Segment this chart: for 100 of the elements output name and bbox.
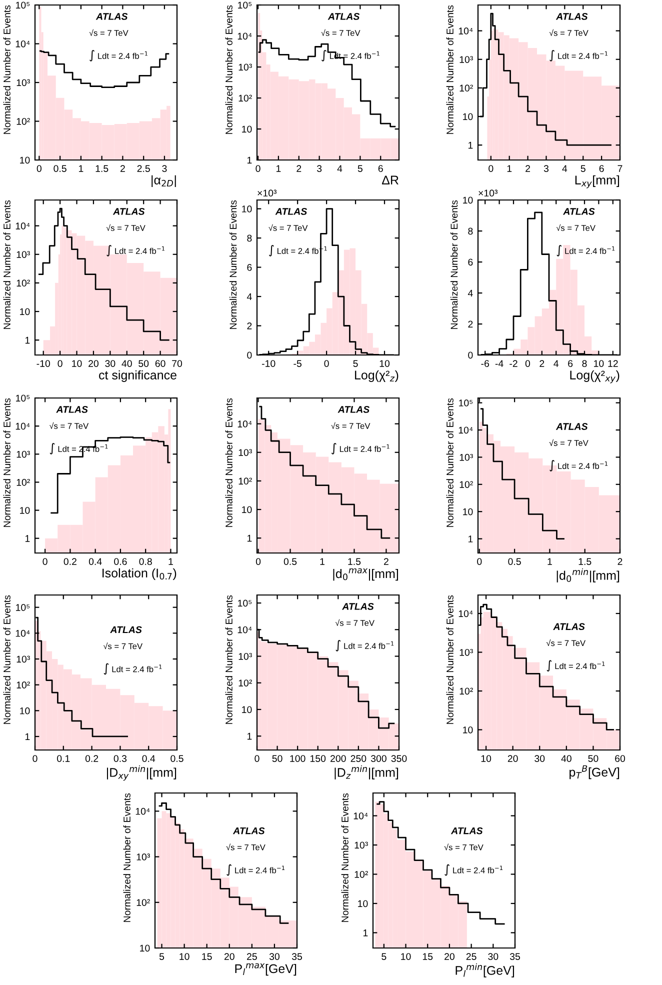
x-tick-label: 15 — [202, 953, 212, 960]
y-axis-title: Normalized Number of Events — [123, 793, 130, 922]
x-tick-label: 1 — [78, 165, 84, 172]
annotation: ATLAS — [110, 626, 142, 634]
y-tick-label: 10³ — [354, 842, 368, 849]
y-tick-label: 10 — [463, 726, 473, 734]
y-tick-label: 10³ — [16, 79, 30, 86]
y-axis-title: Normalized Number of Events — [446, 5, 454, 134]
x-axis-title: ct significance — [99, 370, 176, 382]
y-tick-label: 1 — [468, 142, 473, 149]
x-tick-label: 2 — [540, 360, 544, 367]
y-tick-label: 10 — [140, 944, 150, 952]
x-tick-label: 40 — [561, 755, 572, 762]
x-tick-label: 2 — [384, 558, 388, 565]
y-tick-label: 10⁴ — [16, 630, 30, 637]
x-tick-label: 0 — [488, 165, 494, 172]
x-tick-label: 60 — [615, 755, 626, 762]
x-tick-label: 20 — [88, 360, 98, 367]
x-tick-label: 0 — [42, 558, 48, 565]
annotation: ATLAS — [232, 827, 265, 834]
y-tick-label: 10⁵ — [16, 604, 30, 611]
x-tick-label: 0.5 — [284, 558, 297, 565]
x-tick-label: 50 — [138, 360, 149, 367]
annotation: √s = 7 TeV — [103, 642, 143, 650]
x-axis-title: |D$_{xy}$$^{min}$|[mm] — [106, 765, 176, 781]
y-tick-label: 10⁴ — [458, 28, 473, 34]
y-tick-label: 10⁴ — [136, 808, 150, 815]
annotation: √s = 7 TeV — [106, 224, 146, 231]
y-axis-title: Normalized Number of Events — [450, 200, 458, 329]
y-tick-label: 10⁵ — [16, 394, 30, 402]
y-tick-label: 10⁴ — [16, 222, 30, 230]
x-tick-label: 100 — [290, 755, 306, 762]
x-tick-label: 3 — [162, 165, 167, 172]
y-tick-label: 10⁴ — [458, 610, 473, 618]
y-tick-label: 2 — [468, 320, 473, 328]
y-tick-label: 10⁵ — [238, 2, 252, 9]
x-tick-label: -10 — [262, 360, 276, 367]
x-tick-label: 10 — [380, 360, 390, 367]
x-tick-label: 10 — [72, 360, 82, 367]
x-tick-label: 6 — [378, 165, 383, 172]
x-tick-label: 50 — [588, 755, 598, 762]
y-tick-label: 10 — [463, 196, 473, 204]
y-axis-title: Normalized Number of Events — [3, 5, 10, 134]
x-tick-label: -4 — [495, 360, 504, 367]
y-axis-title: Normalized Number of Events — [446, 398, 454, 527]
y-tick-label: 10² — [16, 682, 30, 688]
x-tick-label: 15 — [422, 953, 433, 960]
y-tick-label: 10³ — [136, 854, 150, 860]
y-axis-title: Normalized Number of Events — [446, 595, 454, 724]
x-axis-title: |d$_{0}$$^{min}$|[mm] — [556, 568, 620, 582]
y-tick-label: 10³ — [238, 449, 252, 456]
y-tick-label: 6 — [247, 264, 252, 271]
y-tick-label: 1 — [247, 732, 252, 740]
x-tick-label: 0 — [256, 165, 260, 172]
annotation: √s = 7 TeV — [268, 224, 308, 231]
annotation: ATLAS — [275, 208, 308, 215]
x-tick-label: -10 — [36, 360, 50, 367]
x-tick-label: 0 — [36, 165, 42, 172]
y-tick-label: 2 — [247, 322, 252, 330]
y-tick-label: 10³ — [460, 56, 473, 63]
x-tick-label: 1.5 — [96, 165, 108, 172]
x-tick-label: 10 — [401, 953, 411, 960]
x-tick-label: 12 — [608, 360, 618, 367]
y-tick-label: 10³ — [460, 454, 473, 461]
y-tick-label: 1 — [247, 156, 252, 164]
y-tick-label: 10⁵ — [459, 400, 473, 406]
x-tick-label: 0.5 — [54, 165, 66, 172]
x-axis-title: Log(χ²$_{z}$) — [355, 370, 398, 382]
x-tick-label: 35 — [292, 953, 302, 960]
annotation: ∫ Ldt = 2.4 fb$^{−1}$ — [336, 640, 394, 652]
annotation: ATLAS — [450, 827, 483, 834]
x-tick-label: 25 — [466, 953, 476, 960]
y-tick-label: 10² — [136, 899, 150, 906]
annotation: ATLAS — [56, 406, 88, 413]
y-tick-label: 10² — [238, 478, 252, 485]
x-tick-label: 4 — [337, 165, 342, 172]
y-tick-label: 10⁵ — [238, 600, 252, 607]
y-tick-label: 10² — [16, 478, 30, 486]
y-tick-label: 0 — [247, 352, 252, 359]
x-tick-label: 10 — [180, 953, 190, 960]
x-tick-label: 250 — [350, 755, 366, 762]
x-tick-label: 1 — [276, 165, 281, 172]
y-tick-label: 10 — [242, 506, 252, 514]
y-tick-label: 0 — [468, 352, 473, 359]
annotation: √s = 7 TeV — [335, 619, 374, 626]
x-tick-label: 40 — [122, 360, 132, 367]
y-tick-label: 10³ — [238, 652, 252, 660]
x-tick-label: 20 — [444, 953, 454, 960]
x-tick-label: 0.6 — [114, 558, 127, 565]
x-tick-label: 0 — [58, 360, 62, 367]
y-tick-label: 10⁴ — [16, 40, 30, 48]
x-tick-label: 0.8 — [139, 558, 152, 565]
x-tick-label: 0.2 — [64, 558, 76, 565]
annotation: √s = 7 TeV — [226, 844, 266, 850]
x-tick-label: 350 — [391, 755, 407, 762]
annotation: ∫ Ldt = 2.4 fb$^{−1}$ — [550, 460, 608, 472]
x-tick-label: 200 — [330, 755, 346, 762]
x-tick-label: 0 — [254, 755, 260, 762]
x-tick-label: -6 — [481, 360, 489, 367]
annotation: ATLAS — [556, 13, 588, 20]
